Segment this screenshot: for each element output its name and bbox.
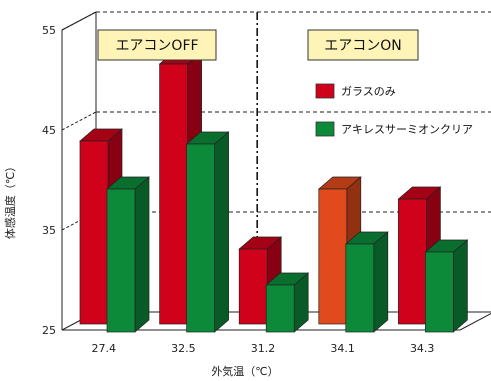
legend-swatch-thermion bbox=[315, 121, 335, 137]
y-tick-label: 25 bbox=[42, 324, 56, 337]
gridline-depth bbox=[61, 11, 97, 31]
x-axis-label: 外気温（℃） bbox=[211, 364, 278, 378]
group-label-off-text: エアコンOFF bbox=[115, 38, 198, 54]
legend-swatch-glass bbox=[315, 83, 335, 99]
y-tick-labels: 25 35 45 55 bbox=[42, 24, 56, 337]
legend: ガラスのみ アキレスサーミオンクリア bbox=[315, 83, 473, 137]
bar-thermion bbox=[265, 272, 310, 333]
y-tick-label: 55 bbox=[42, 24, 56, 37]
legend-item-thermion: アキレスサーミオンクリア bbox=[315, 121, 473, 137]
group-label-off: エアコンOFF bbox=[97, 29, 217, 61]
group-label-on-text: エアコンON bbox=[324, 38, 402, 54]
bar-thermion bbox=[344, 231, 389, 333]
x-tick-label: 27.4 bbox=[92, 342, 117, 355]
bar-thermion bbox=[185, 131, 230, 333]
bar-thermion bbox=[424, 239, 469, 333]
gridline-depth bbox=[61, 111, 97, 131]
group-label-off-box bbox=[97, 29, 217, 61]
bars bbox=[79, 51, 469, 333]
y-axis-label: 体感温度（℃） bbox=[3, 161, 17, 239]
y-tick-label: 45 bbox=[42, 124, 56, 137]
group-label-on: エアコンON bbox=[307, 29, 419, 61]
legend-label-glass: ガラスのみ bbox=[341, 85, 396, 98]
x-tick-label: 31.2 bbox=[251, 342, 276, 355]
x-tick-labels: 27.4 32.5 31.2 34.1 34.3 bbox=[92, 342, 435, 355]
legend-item-glass: ガラスのみ bbox=[315, 83, 396, 99]
bar-thermion bbox=[106, 176, 150, 333]
x-tick-label: 32.5 bbox=[171, 342, 196, 355]
y-tick-label: 35 bbox=[42, 224, 56, 237]
group-label-on-box bbox=[307, 29, 419, 61]
floor-right-edge bbox=[459, 313, 491, 331]
legend-label-thermion: アキレスサーミオンクリア bbox=[341, 123, 473, 136]
x-tick-label: 34.1 bbox=[330, 342, 355, 355]
x-tick-label: 34.3 bbox=[410, 342, 435, 355]
